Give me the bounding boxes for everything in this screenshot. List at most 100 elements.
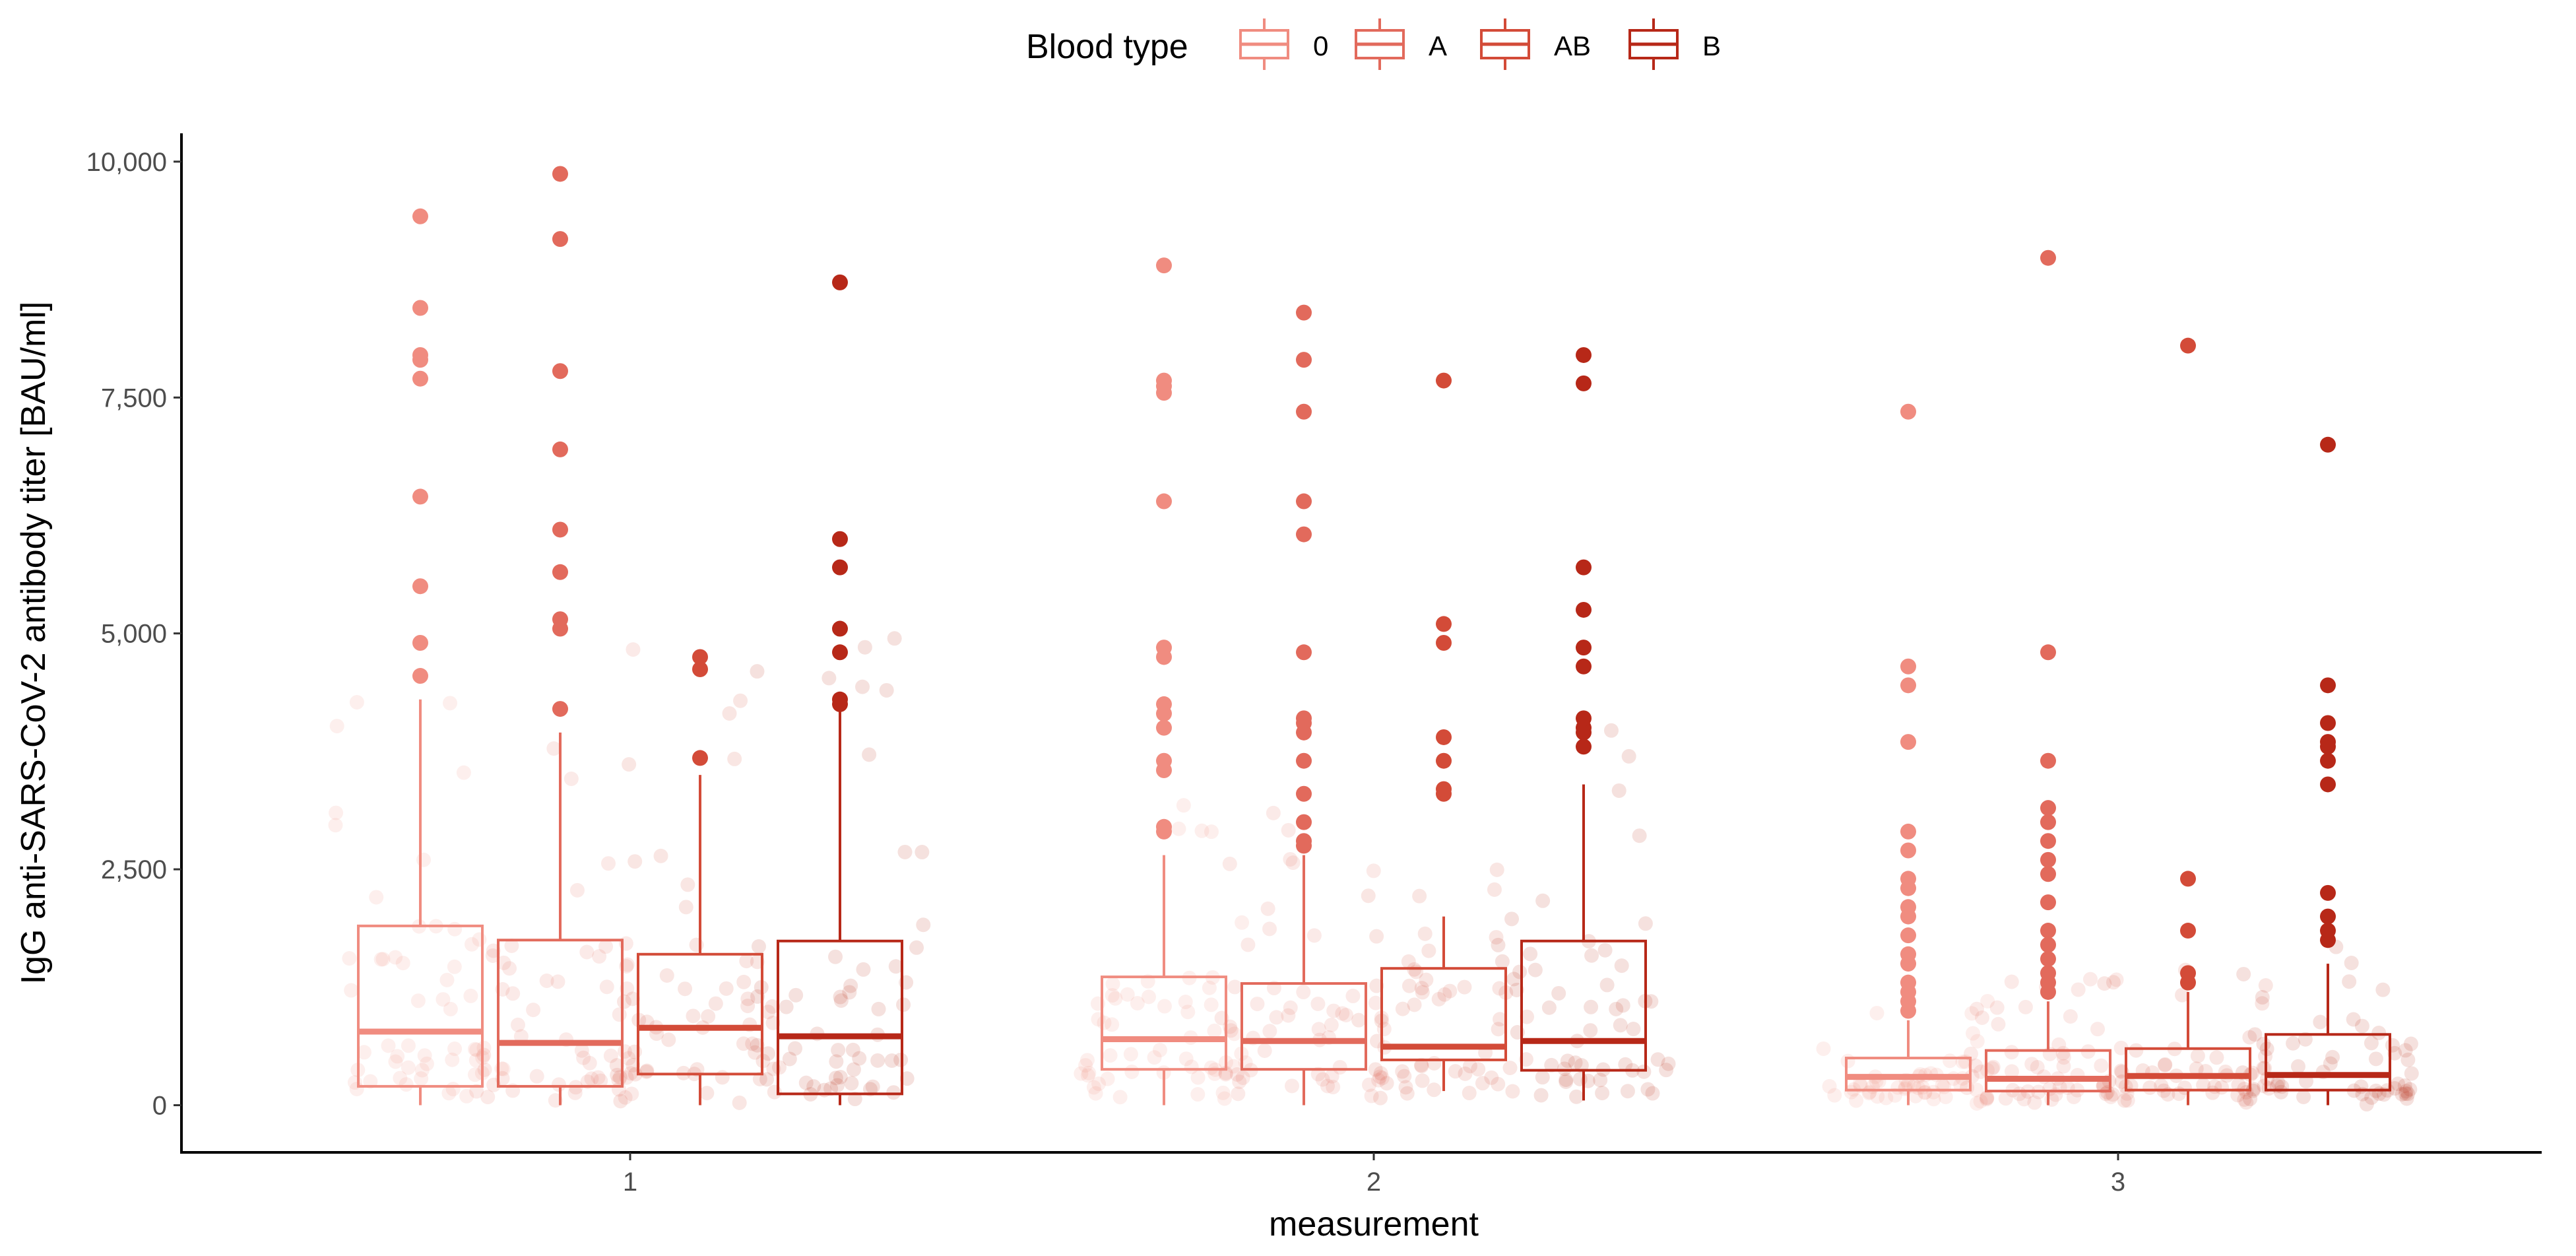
jitter-point [1533,1088,1549,1103]
jitter-point [1400,1086,1415,1101]
jitter-point [1105,976,1120,991]
jitter-point [1969,1001,1984,1016]
jitter-point [1611,783,1626,798]
jitter-point [2048,1087,2063,1102]
jitter-point [871,1001,886,1016]
outlier-point [832,620,848,637]
box-iqr [2265,1033,2391,1092]
jitter-point [1398,1080,1413,1095]
jitter-point [1152,1042,1167,1057]
jitter-point [897,844,913,859]
jitter-point [546,741,562,756]
jitter-point [789,987,804,1003]
jitter-point [865,1079,880,1094]
box-0-m3 [1845,403,1972,1106]
outlier-point [2040,937,2056,953]
jitter-point [1269,1010,1284,1025]
jitter-point [1980,1090,1995,1105]
jitter-point [1491,937,1506,952]
legend-label: AB [1554,30,1591,61]
jitter-point [2051,1037,2067,1052]
jitter-point [2346,1012,2361,1027]
jitter-point [2354,1018,2369,1034]
jitter-point [1979,1092,1994,1107]
jitter-point [467,1067,482,1082]
x-axis-title: measurement [1269,1205,1479,1243]
legend-label: 0 [1313,30,1328,61]
jitter-point [463,988,478,1003]
jitter-point [748,1045,763,1060]
jitter-point [2096,1078,2111,1094]
jitter-point [886,1085,901,1100]
jitter-point [1296,985,1311,1000]
jitter-point [1970,1034,1985,1049]
jitter-point [593,1073,608,1088]
jitter-point [410,993,426,1008]
outlier-point [2040,249,2056,266]
jitter-point [443,696,458,711]
jitter-point [395,956,410,971]
jitter-point [1557,1061,1572,1076]
jitter-point [1184,1059,1199,1074]
jitter-point [1593,1073,1608,1088]
jitter-point [476,1040,492,1055]
jitter-point [1207,1023,1222,1038]
jitter-point [456,765,471,780]
jitter-point [1985,1061,2000,1076]
jitter-point [1471,1062,1486,1077]
outlier-point [2040,752,2056,769]
jitter-point [1569,1089,1584,1104]
jitter-point [447,1041,463,1057]
jitter-point [1584,999,1599,1014]
jitter-point [2258,978,2273,993]
jitter-point [2106,975,2121,990]
jitter-point [1229,1067,1244,1082]
jitter-point [393,1071,408,1086]
jitter-point [1968,1058,1983,1073]
jitter-point [828,1071,843,1086]
jitter-point [1235,1070,1250,1085]
jitter-point [1491,1076,1506,1092]
jitter-point [2237,1092,2252,1107]
jitter-point [1917,1085,1932,1100]
outlier-point [1900,899,1916,915]
jitter-point [1462,1059,1477,1074]
jitter-point [2368,1051,2383,1067]
jitter-point [1974,1010,1989,1025]
jitter-point [1638,916,1653,931]
jitter-point [1640,1082,1656,1097]
jitter-point [847,1092,862,1107]
jitter-point [752,1071,767,1086]
jitter-point [1401,954,1416,969]
jitter-point [2270,1075,2286,1090]
jitter-point [1462,1086,1477,1101]
box-B-m3 [2265,436,2391,1106]
jitter-point [1900,1076,1916,1092]
jitter-point [2094,1058,2109,1073]
outlier-point [412,668,428,684]
jitter-point [842,985,857,1000]
jitter-point [1870,1089,1885,1104]
box-A-m3 [1985,249,2111,1106]
jitter-point [496,955,511,970]
jitter-point [2398,1043,2413,1058]
jitter-point [369,890,384,905]
jitter-point [1112,1090,1128,1105]
jitter-point [1615,998,1630,1013]
jitter-point [617,994,632,1009]
jitter-point [1204,1060,1219,1075]
jitter-point [599,979,614,995]
jitter-point [564,771,579,786]
x-tick-label: 1 [623,1168,637,1197]
jitter-point [621,1051,636,1066]
jitter-point [375,952,391,967]
outlier-point [2040,814,2056,830]
jitter-point [2359,1097,2374,1112]
jitter-point [639,1063,655,1078]
jitter-point [846,1062,861,1077]
jitter-point [1964,1069,1980,1084]
jitter-point [1544,1057,1559,1073]
jitter-point [1911,1080,1926,1096]
jitter-point [1632,828,1647,843]
jitter-point [592,949,607,964]
